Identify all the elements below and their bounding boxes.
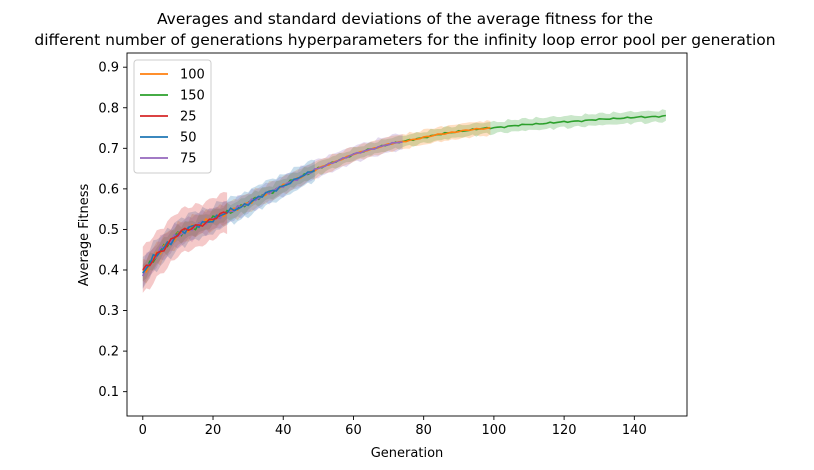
y-tick-label: 0.9: [98, 61, 119, 76]
x-axis-label: Generation: [371, 446, 444, 461]
legend-box: [133, 59, 212, 174]
x-tick-label: 20: [205, 423, 222, 438]
x-axis-ticks: 0 20 40 60 80 100 120 140: [139, 416, 647, 438]
x-tick-label: 120: [552, 423, 577, 438]
legend-label-150: 150: [180, 89, 205, 104]
band-150: [142, 109, 666, 282]
y-tick-label: 0.2: [98, 345, 119, 360]
legend-label-50: 50: [180, 131, 197, 146]
band-25: [142, 192, 228, 293]
y-tick-label: 0.3: [98, 304, 119, 319]
y-tick-label: 0.8: [98, 101, 119, 116]
legend-label-100: 100: [180, 68, 205, 83]
plot-area: [127, 53, 687, 416]
y-tick-label: 0.1: [98, 385, 119, 400]
line-50: [142, 169, 316, 274]
x-tick-label: 40: [275, 423, 292, 438]
line-25: [142, 211, 228, 271]
legend-label-25: 25: [180, 110, 197, 125]
series-lines: [142, 114, 667, 277]
y-axis-ticks: 0.1 0.2 0.3 0.4 0.5 0.6 0.7 0.8 0.9: [98, 61, 127, 400]
y-tick-label: 0.4: [98, 263, 119, 278]
band-100: [142, 120, 491, 284]
y-tick-label: 0.7: [98, 142, 119, 157]
band-75: [142, 133, 403, 289]
legend-label-75: 75: [180, 152, 197, 167]
x-tick-label: 140: [622, 423, 647, 438]
y-tick-label: 0.5: [98, 223, 119, 238]
y-axis-label: Average Fitness: [77, 184, 92, 287]
legend: 100 150 25 50 75: [133, 59, 212, 174]
x-tick-label: 60: [345, 423, 362, 438]
chart-title-line2: different number of generations hyperpar…: [34, 31, 775, 49]
x-tick-label: 80: [415, 423, 432, 438]
x-tick-label: 0: [139, 423, 147, 438]
plot-frame: [126, 52, 688, 417]
chart-title-line1: Averages and standard deviations of the …: [157, 10, 653, 28]
y-tick-label: 0.6: [98, 182, 119, 197]
x-tick-label: 100: [481, 423, 506, 438]
